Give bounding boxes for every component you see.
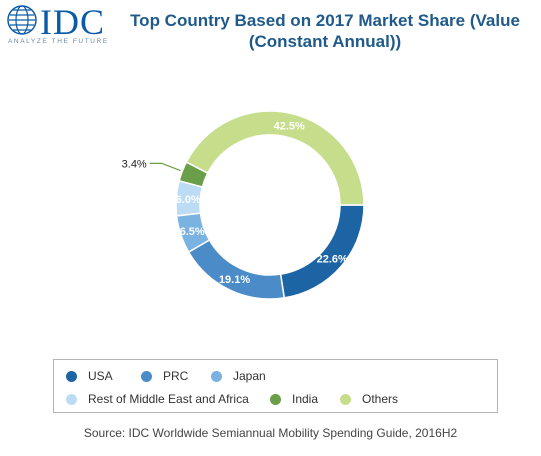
legend-swatch [211, 370, 222, 382]
legend-label: Others [362, 392, 399, 406]
legend-item[interactable]: USA [66, 369, 113, 383]
data-label: 6.0% [176, 194, 201, 206]
chart-title-line-2: (Constant Annual)) [248, 32, 402, 51]
data-label: 6.5% [180, 226, 205, 238]
idc-logo: IDC ANALYZE THE FUTURE [6, 4, 118, 46]
chart-legend: USA PRC Japan Rest of Middle East and Afric… [53, 359, 498, 413]
legend-swatch [340, 393, 351, 405]
legend-swatch [66, 370, 77, 382]
globe-icon [7, 5, 37, 35]
source-note: Source: IDC Worldwide Semiannual Mobilit… [83, 426, 458, 440]
donut-chart: 22.6% 19.1% 6.5% 6.0% 3.4% 42.5% [122, 110, 365, 300]
legend-label: Rest of Middle East and Africa [88, 392, 249, 406]
legend-swatch [66, 393, 77, 405]
legend-item[interactable]: Japan [211, 369, 266, 383]
legend-label: Japan [233, 369, 266, 383]
chart-title-line-1: Top Country Based on 2017 Market Share (… [130, 11, 520, 30]
legend-swatch [270, 393, 281, 405]
legend-label: PRC [163, 369, 189, 383]
leader-line [149, 162, 181, 172]
legend-label: India [292, 392, 319, 406]
data-label: 42.5% [274, 120, 305, 132]
legend-item[interactable]: PRC [141, 369, 188, 383]
data-label: 19.1% [219, 274, 250, 286]
logo-tagline: ANALYZE THE FUTURE [8, 38, 109, 45]
legend-item[interactable]: Rest of Middle East and Africa [66, 392, 249, 406]
chart-title: Top Country Based on 2017 Market Share (… [120, 10, 530, 52]
logo-text: IDC [40, 2, 105, 42]
legend-item[interactable]: Others [340, 392, 398, 406]
slice-usa [279, 204, 365, 299]
slice-others [185, 110, 365, 206]
legend-swatch [141, 370, 152, 382]
legend-item[interactable]: India [270, 392, 318, 406]
legend-label: USA [88, 369, 113, 383]
slice-prc [187, 239, 286, 300]
data-label: 3.4% [122, 158, 147, 170]
data-label: 22.6% [317, 253, 348, 265]
